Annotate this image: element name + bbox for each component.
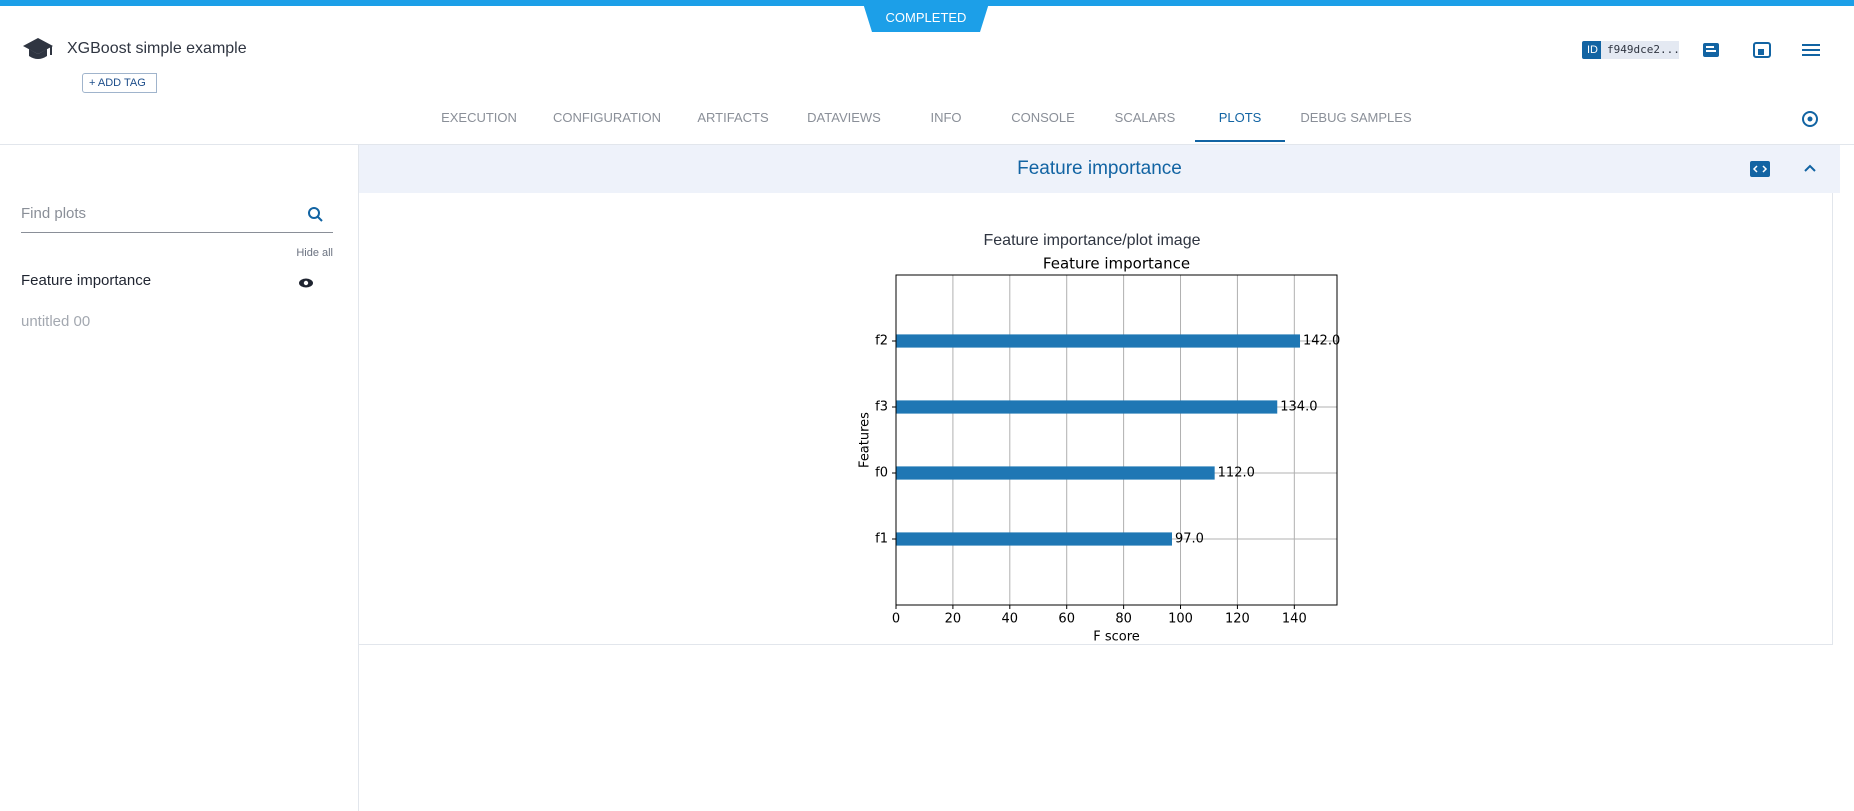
status-text: COMPLETED: [885, 10, 967, 25]
panel-title: Feature importance: [1017, 158, 1182, 179]
add-tag-label: ADD TAG: [97, 77, 146, 89]
task-title: XGBoost simple example: [67, 40, 247, 57]
tab[interactable]: DEBUG SAMPLES: [1300, 110, 1412, 125]
y-tick-label: f0: [875, 466, 888, 481]
x-tick-label: 100: [1168, 612, 1193, 627]
chart-subtitle: Feature importance: [1043, 255, 1190, 273]
chart-title: Feature importance/plot image: [984, 232, 1201, 249]
layout-icon[interactable]: [1753, 42, 1771, 58]
hide-all-button[interactable]: Hide all: [296, 247, 333, 259]
search-input[interactable]: Find plots: [21, 205, 87, 222]
plot-list-item[interactable]: untitled 00: [21, 313, 91, 330]
project-icon: [23, 38, 53, 59]
value-label: 112.0: [1218, 466, 1255, 481]
menu-icon[interactable]: [1802, 43, 1820, 57]
x-tick-label: 20: [945, 612, 962, 627]
x-tick-label: 60: [1058, 612, 1075, 627]
visibility-icon[interactable]: [298, 275, 314, 288]
panel-body: [359, 193, 1833, 645]
refresh-icon[interactable]: [1800, 109, 1820, 129]
search-underline: [21, 232, 333, 233]
x-tick-label: 120: [1225, 612, 1250, 627]
plot-list-item[interactable]: Feature importance: [21, 272, 152, 289]
tab[interactable]: SCALARS: [1114, 110, 1176, 125]
active-tab-underline: [1195, 140, 1285, 142]
bar: [896, 532, 1172, 546]
add-tag-button[interactable]: + ADD TAG: [82, 73, 157, 93]
x-axis-label: F score: [1093, 630, 1140, 645]
search-icon[interactable]: [307, 206, 323, 222]
y-tick-label: f3: [875, 400, 888, 415]
x-tick-label: 80: [1115, 612, 1132, 627]
y-tick-label: f1: [875, 532, 888, 547]
sidebar-divider: [358, 145, 359, 811]
value-label: 142.0: [1303, 334, 1340, 349]
tab[interactable]: INFO: [930, 110, 962, 125]
tab[interactable]: EXECUTION: [441, 110, 517, 125]
id-value[interactable]: f949dce2...: [1601, 41, 1680, 59]
value-label: 134.0: [1280, 400, 1317, 415]
tab[interactable]: ARTIFACTS: [697, 110, 769, 125]
bar: [896, 466, 1215, 480]
tab[interactable]: CONFIGURATION: [552, 110, 662, 125]
details-icon[interactable]: [1702, 42, 1720, 58]
y-axis-label: Features: [858, 412, 873, 468]
bar: [896, 334, 1301, 348]
x-tick-label: 0: [892, 612, 900, 627]
id-badge: ID: [1582, 41, 1603, 59]
x-tick-label: 40: [1002, 612, 1019, 627]
axes-frame: [895, 274, 1338, 606]
value-label: 97.0: [1175, 532, 1204, 547]
tab[interactable]: PLOTS: [1218, 110, 1262, 125]
x-tick-label: 140: [1282, 612, 1307, 627]
y-tick-label: f2: [875, 334, 888, 349]
header-divider: [0, 144, 1854, 145]
panel-header: [359, 145, 1840, 193]
collapse-icon[interactable]: [1803, 161, 1817, 175]
status-badge: [862, 0, 990, 32]
tab[interactable]: CONSOLE: [1011, 110, 1075, 125]
bar: [896, 400, 1278, 414]
tab[interactable]: DATAVIEWS: [807, 110, 881, 125]
embed-icon[interactable]: [1750, 161, 1770, 177]
